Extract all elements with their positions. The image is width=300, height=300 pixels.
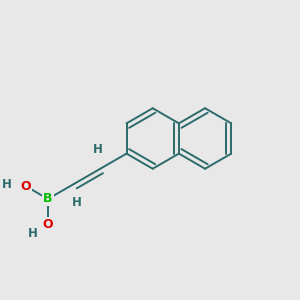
Text: O: O: [20, 180, 31, 193]
Text: H: H: [93, 143, 103, 156]
Text: O: O: [43, 218, 53, 231]
Text: H: H: [28, 227, 38, 240]
Text: B: B: [43, 193, 53, 206]
Text: H: H: [2, 178, 11, 191]
Text: H: H: [72, 196, 82, 209]
